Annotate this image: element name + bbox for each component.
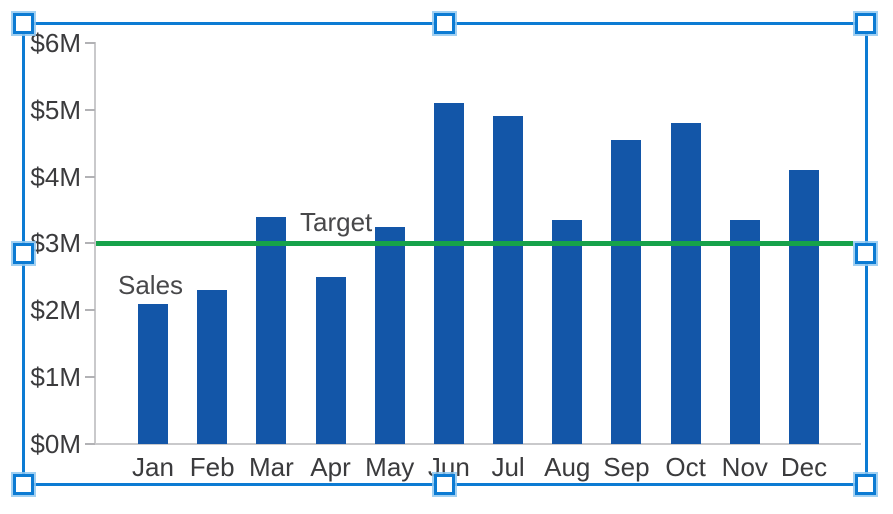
selection-handle-middle-left[interactable]: [13, 243, 34, 264]
selection-box[interactable]: [22, 22, 868, 486]
x-axis-label-jul: Jul: [491, 452, 525, 482]
x-axis-label-oct: Oct: [665, 452, 706, 482]
series-label-sales: Sales: [118, 270, 184, 300]
bar-nov[interactable]: [729, 220, 760, 444]
selection-handle-bottom-right[interactable]: [855, 474, 876, 495]
target-label: Target: [300, 207, 373, 237]
selection-handle-top-center[interactable]: [434, 13, 455, 34]
bar-jul[interactable]: [493, 116, 524, 444]
y-tick-0: [85, 443, 95, 445]
y-tick-1: [85, 376, 95, 379]
x-axis-label-mar: Mar: [248, 452, 294, 482]
y-axis-label-2m: $2M: [30, 295, 81, 326]
bar-apr[interactable]: [315, 276, 346, 444]
selection-handle-bottom-left[interactable]: [13, 474, 34, 495]
y-tick-3: [85, 242, 95, 245]
selection-handle-middle-right[interactable]: [855, 243, 876, 264]
y-axis-label-1m: $1M: [30, 362, 81, 393]
selection-handle-top-left[interactable]: [13, 13, 34, 34]
x-axis-label-nov: Nov: [721, 452, 768, 482]
y-axis-line: [94, 42, 96, 445]
bar-jun[interactable]: [433, 103, 464, 444]
y-axis-label-6m: $6M: [30, 27, 81, 58]
y-tick-2: [85, 309, 95, 312]
x-axis-label-sep: Sep: [603, 452, 650, 482]
y-tick-5: [85, 108, 95, 111]
y-axis-label-0m: $0M: [30, 429, 81, 459]
selection-handle-top-right[interactable]: [855, 13, 876, 34]
bar-sep[interactable]: [611, 139, 642, 444]
bar-feb[interactable]: [197, 290, 228, 444]
y-axis-label-4m: $4M: [30, 161, 81, 192]
target-line[interactable]: [96, 241, 853, 247]
bar-aug[interactable]: [552, 220, 583, 444]
bar-mar[interactable]: [256, 216, 287, 444]
x-axis-label-feb: Feb: [189, 452, 235, 482]
selection-handle-bottom-center[interactable]: [434, 474, 455, 495]
x-axis-label-dec: Dec: [780, 452, 828, 482]
x-axis-line: [94, 443, 861, 445]
y-axis-label-3m: $3M: [30, 228, 81, 259]
y-tick-6: [85, 41, 95, 44]
bar-dec[interactable]: [788, 169, 819, 444]
x-axis-label-aug: Aug: [544, 452, 591, 482]
y-axis-label-5m: $5M: [30, 94, 81, 125]
x-axis-label-jan: Jan: [132, 452, 174, 482]
bar-oct[interactable]: [670, 123, 701, 444]
bar-may[interactable]: [374, 226, 405, 444]
y-tick-4: [85, 175, 95, 178]
x-axis-label-apr: Apr: [310, 452, 351, 482]
x-axis-label-may: May: [365, 452, 415, 482]
bar-jan[interactable]: [138, 303, 168, 444]
